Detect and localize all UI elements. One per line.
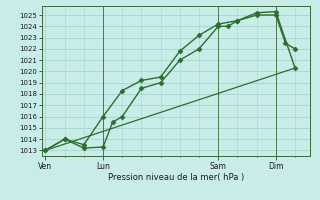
X-axis label: Pression niveau de la mer( hPa ): Pression niveau de la mer( hPa ) xyxy=(108,173,244,182)
